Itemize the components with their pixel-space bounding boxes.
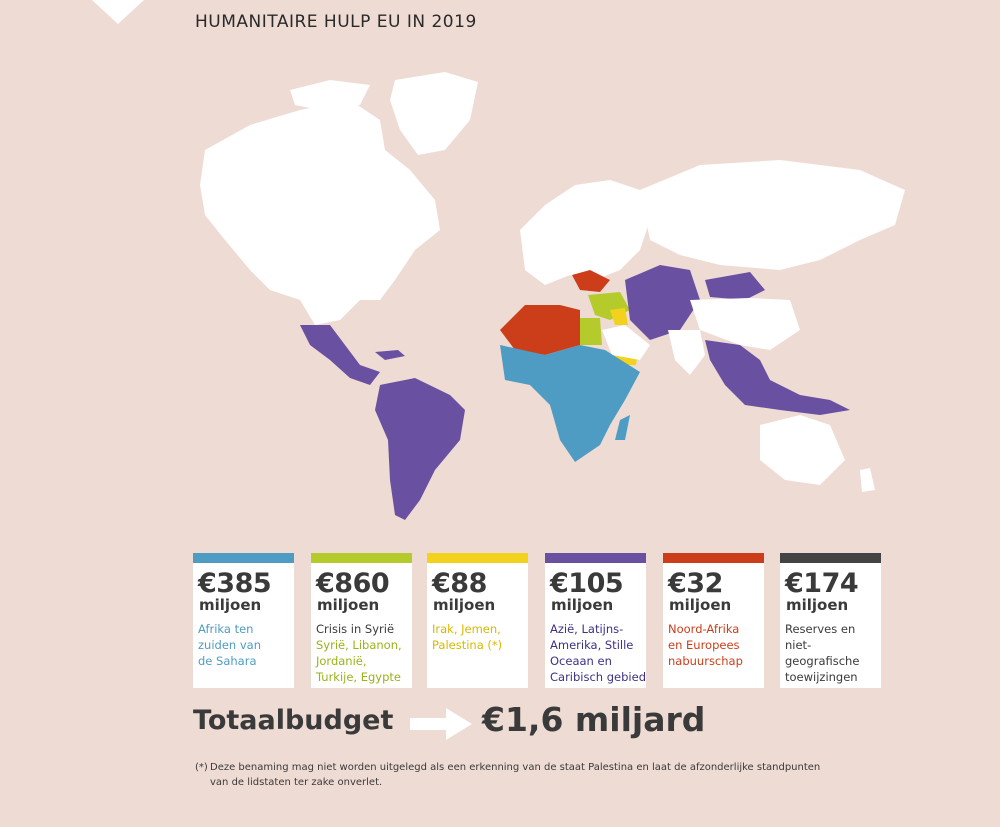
card-desc-line: niet-geografische [785, 638, 860, 668]
world-map [200, 72, 905, 520]
card-color-bar [663, 553, 764, 563]
card-desc-line: Caribisch gebied [550, 670, 646, 684]
card-color-bar [193, 553, 294, 563]
page-title: HUMANITAIRE HULP EU IN 2019 [195, 12, 477, 32]
card-desc-line: Irak, Jemen, [432, 622, 501, 636]
card-unit: miljoen [199, 596, 262, 614]
land-greenland [390, 72, 478, 155]
card-amount: €88 [432, 568, 487, 599]
card-unit: miljoen [551, 596, 614, 614]
land-north-asia [640, 160, 905, 270]
land-india [668, 330, 705, 375]
card-desc-line: de Sahara [198, 654, 257, 668]
region-sub-saharan-africa [500, 345, 640, 462]
land-new-zealand [860, 468, 875, 492]
total-label: Totaalbudget [193, 705, 394, 736]
card-desc-line: zuiden van [198, 638, 261, 652]
card-desc-line: Crisis in Syrië [316, 622, 395, 636]
card-description: Irak, Jemen, Palestina (*) [432, 621, 528, 653]
region-egypt [580, 318, 602, 345]
footnote: (*) Deze benaming mag niet worden uitgel… [195, 760, 835, 790]
card-amount: €385 [198, 568, 272, 599]
card-desc-line: Amerika, Stille [550, 638, 634, 652]
card-desc-line: Afrika ten [198, 622, 254, 636]
card-north-africa: €32 miljoen Noord-Afrika en Europees nab… [663, 553, 764, 688]
region-iraq [610, 308, 628, 325]
arrow-right-icon [410, 708, 472, 740]
card-syria-crisis: €860 miljoen Crisis in Syrië Syrië, Liba… [311, 553, 412, 688]
card-desc-line: toewijzingen [785, 670, 858, 684]
land-china [690, 298, 800, 350]
region-north-africa [500, 305, 580, 355]
card-desc-line: Syrië, Libanon, [316, 638, 402, 652]
region-central-asia [625, 265, 700, 340]
footnote-mark: (*) [195, 762, 208, 773]
land-europe [520, 180, 650, 285]
card-description: Afrika ten zuiden van de Sahara [198, 621, 294, 669]
card-unit: miljoen [786, 596, 849, 614]
card-amount: €860 [316, 568, 390, 599]
card-reserves: €174 miljoen Reserves en niet-geografisc… [780, 553, 881, 688]
card-amount: €174 [785, 568, 859, 599]
budget-cards: €385 miljoen Afrika ten zuiden van de Sa… [193, 553, 883, 689]
card-color-bar [311, 553, 412, 563]
card-desc-line: Azië, Latijns- [550, 622, 624, 636]
region-southeast-asia [705, 340, 850, 415]
card-sub-saharan-africa: €385 miljoen Afrika ten zuiden van de Sa… [193, 553, 294, 688]
card-unit: miljoen [433, 596, 496, 614]
land-australia [760, 415, 845, 485]
card-description: Crisis in Syrië Syrië, Libanon, Jordanië… [316, 621, 412, 685]
card-amount: €105 [550, 568, 624, 599]
land-arabia [602, 325, 650, 360]
card-asia-latin-america: €105 miljoen Azië, Latijns- Amerika, Sti… [545, 553, 646, 688]
region-central-america [300, 325, 380, 385]
card-desc-line: nabuurschap [668, 654, 743, 668]
land-canada-islands [290, 80, 370, 110]
card-unit: miljoen [317, 596, 380, 614]
region-south-america [375, 378, 465, 520]
card-desc-line: Palestina (*) [432, 638, 503, 652]
card-amount: €32 [668, 568, 723, 599]
region-ukraine [572, 270, 610, 292]
card-color-bar [780, 553, 881, 563]
corner-notch [92, 0, 144, 24]
card-iraq-yemen-palestine: €88 miljoen Irak, Jemen, Palestina (*) [427, 553, 528, 688]
card-desc-line: en Europees [668, 638, 740, 652]
card-desc-line: Reserves en [785, 622, 856, 636]
card-desc-line: Noord-Afrika [668, 622, 740, 636]
region-caribbean [375, 350, 405, 360]
card-description: Azië, Latijns- Amerika, Stille Oceaan en… [550, 621, 646, 685]
card-description: Noord-Afrika en Europees nabuurschap [668, 621, 764, 669]
card-desc-line: Turkije, Egypte [316, 670, 401, 684]
card-unit: miljoen [669, 596, 732, 614]
region-madagascar [615, 415, 630, 440]
region-mongolia [705, 272, 765, 300]
footnote-text: Deze benaming mag niet worden uitgelegd … [210, 762, 821, 788]
card-desc-line: Oceaan en [550, 654, 612, 668]
card-color-bar [545, 553, 646, 563]
card-desc-line: Jordanië, [316, 654, 367, 668]
land-north-america [200, 100, 440, 325]
card-description: Reserves en niet-geografische toewijzing… [785, 621, 881, 685]
card-color-bar [427, 553, 528, 563]
total-value: €1,6 miljard [482, 700, 706, 739]
